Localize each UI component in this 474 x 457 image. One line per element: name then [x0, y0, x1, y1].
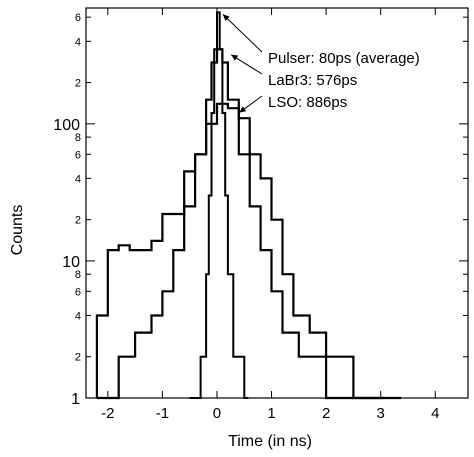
y-tick-label: 10	[62, 254, 80, 271]
y-axis-label: Counts	[9, 205, 26, 256]
y-minor-tick-label: 8	[75, 269, 81, 281]
annotation-label: LaBr3: 576ps	[268, 72, 357, 89]
y-tick-label: 1	[71, 391, 80, 408]
annotation-arrowhead	[239, 106, 247, 113]
annotation-arrowhead	[231, 54, 239, 61]
x-tick-label: 2	[322, 405, 330, 422]
x-axis-label: Time (in ns)	[228, 433, 312, 450]
y-minor-tick-label: 6	[75, 286, 81, 298]
series-line-2	[95, 102, 402, 400]
x-tick-label: 1	[267, 405, 275, 422]
series-line-0	[189, 11, 249, 399]
annotation-label: Pulser: 80ps (average)	[268, 50, 420, 67]
y-minor-tick-label: 2	[75, 352, 81, 364]
y-minor-tick-label: 2	[75, 215, 81, 227]
x-tick-label: -1	[156, 405, 169, 422]
y-minor-tick-label: 4	[75, 36, 81, 48]
series-line-1	[96, 48, 385, 400]
y-minor-tick-label: 6	[75, 149, 81, 161]
axis-ticks: -2 -1 0 1 2 3 4 1 10 100 2 4 6 8 2 4 6 8 2 4 6	[53, 8, 468, 422]
x-tick-label: -2	[101, 405, 114, 422]
series-group	[95, 11, 402, 400]
y-minor-tick-label: 8	[75, 132, 81, 144]
annotation-arrowhead	[222, 14, 230, 21]
y-minor-tick-label: 4	[75, 310, 81, 322]
x-tick-label: 4	[431, 405, 439, 422]
x-tick-label: 0	[213, 405, 221, 422]
plot-frame	[85, 7, 469, 399]
x-tick-label: 3	[377, 405, 385, 422]
annotation-arrow	[222, 14, 263, 53]
y-tick-label: 100	[53, 117, 80, 134]
y-minor-tick-label: 4	[75, 173, 81, 185]
annotations: Pulser: 80ps (average) LaBr3: 576ps LSO: 8…	[222, 14, 420, 113]
y-minor-tick-label: 6	[75, 12, 81, 24]
annotation-label: LSO: 886ps	[268, 94, 347, 111]
y-minor-tick-label: 2	[75, 78, 81, 90]
